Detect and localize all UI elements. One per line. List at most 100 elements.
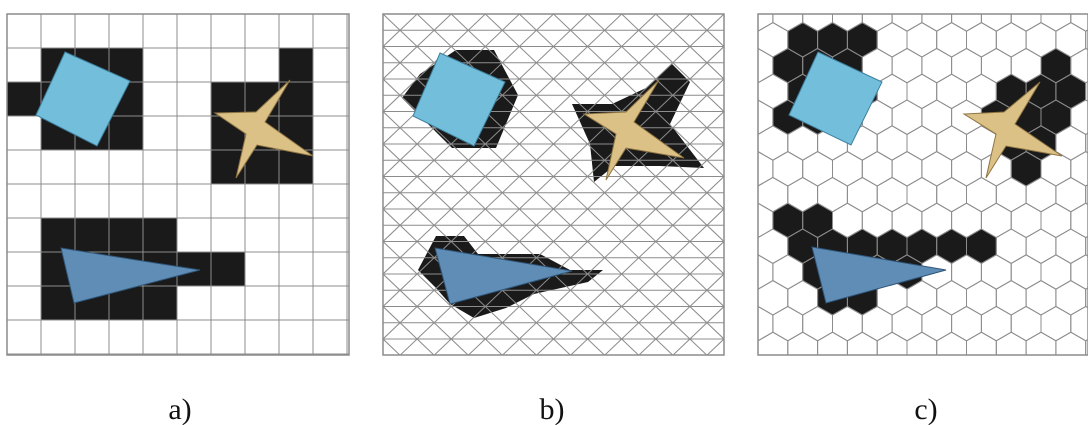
hex-cell bbox=[1011, 358, 1041, 392]
panel-a-shapes bbox=[35, 51, 314, 304]
hex-cell bbox=[758, 82, 759, 101]
panel-c-hexagonal-grid bbox=[713, 0, 1088, 392]
grid-line bbox=[383, 14, 452, 80]
grid-line bbox=[621, 14, 724, 113]
hex-cell bbox=[952, 358, 982, 392]
hex-cell bbox=[758, 133, 759, 153]
hex-cell bbox=[758, 340, 759, 355]
grid-line bbox=[383, 14, 724, 340]
occupied-hex-cell bbox=[1011, 151, 1041, 186]
grid-line bbox=[587, 14, 724, 145]
grid-line bbox=[383, 143, 605, 355]
hex-cell bbox=[803, 358, 833, 392]
hex-cell bbox=[1026, 0, 1056, 5]
hex-cell bbox=[743, 358, 773, 392]
hex-cell bbox=[758, 237, 759, 256]
grid-line bbox=[468, 110, 724, 355]
grid-line bbox=[383, 45, 708, 355]
occupied-hex-cell bbox=[847, 22, 878, 58]
grid-line bbox=[519, 14, 724, 210]
hex-cell bbox=[1085, 184, 1088, 206]
hex-cell bbox=[1085, 132, 1088, 154]
panel-a-caption: a) bbox=[168, 393, 191, 425]
hex-cell bbox=[728, 0, 758, 5]
grid-line bbox=[536, 175, 724, 355]
grid-line bbox=[383, 175, 571, 355]
panel-a-border bbox=[6, 13, 350, 356]
grid-line bbox=[383, 14, 554, 178]
hex-cell bbox=[758, 185, 759, 204]
hex-cell bbox=[981, 358, 1011, 392]
hex-cell bbox=[937, 0, 967, 5]
hex-cell bbox=[1085, 80, 1088, 102]
grid-line bbox=[383, 14, 588, 210]
grid-line bbox=[604, 240, 724, 355]
grid-line bbox=[383, 14, 691, 308]
hex-cell bbox=[788, 0, 818, 5]
grid-line bbox=[484, 14, 724, 243]
grid-line bbox=[434, 78, 724, 355]
panel-c-gridlines bbox=[713, 0, 1088, 392]
panel-a-triangle-shape bbox=[60, 247, 201, 304]
occupied-hex-cell bbox=[1055, 74, 1086, 109]
occupied-hex-cell bbox=[936, 229, 967, 264]
hex-cell bbox=[1085, 235, 1088, 257]
hex-cell bbox=[1085, 29, 1088, 51]
hex-cell bbox=[758, 0, 788, 5]
hex-cell bbox=[758, 30, 759, 49]
occupied-hex-cell bbox=[907, 229, 937, 264]
grid-line bbox=[383, 240, 503, 355]
occupied-hex-cell bbox=[966, 229, 997, 264]
panel-b-square-shape bbox=[412, 52, 506, 147]
grid-line bbox=[383, 14, 657, 275]
hex-cell bbox=[773, 358, 803, 392]
grid-line bbox=[383, 14, 486, 113]
hex-cell bbox=[862, 358, 892, 392]
panel-c-square-shape bbox=[788, 51, 883, 146]
grid-line bbox=[383, 208, 537, 355]
grid-line bbox=[502, 143, 724, 355]
grid-line bbox=[638, 273, 724, 355]
panel-a-square-shape bbox=[35, 51, 131, 147]
grid-line bbox=[383, 14, 623, 243]
occupied-hex-cell bbox=[802, 203, 833, 238]
panel-b-border bbox=[382, 13, 725, 356]
panel-c-caption: c) bbox=[914, 393, 937, 425]
occupied-hex-cell bbox=[1041, 100, 1071, 135]
hex-cell bbox=[892, 358, 922, 392]
occupied-hex-cell bbox=[787, 22, 818, 58]
hex-cell bbox=[1041, 358, 1071, 392]
panel-b-triangle-shape bbox=[434, 247, 573, 305]
occupied-hex-cell bbox=[787, 229, 818, 264]
grid-line bbox=[383, 273, 469, 355]
grid-line bbox=[383, 110, 639, 355]
grid-line bbox=[383, 78, 673, 355]
grid-line bbox=[655, 14, 724, 80]
hex-cell bbox=[818, 0, 848, 5]
hex-cell bbox=[996, 0, 1026, 5]
hex-cell bbox=[758, 288, 759, 307]
grid-line bbox=[570, 208, 724, 355]
hex-cell bbox=[907, 0, 937, 5]
panel-b-star-shape bbox=[582, 79, 685, 181]
hex-cell bbox=[967, 0, 997, 5]
grid-line bbox=[450, 14, 724, 275]
occupied-hex-cell bbox=[1026, 74, 1056, 109]
panel-c-triangle-shape bbox=[811, 246, 947, 304]
hex-cell bbox=[1085, 338, 1088, 355]
panel-b-shapes bbox=[412, 52, 685, 305]
panel-b-caption: b) bbox=[540, 393, 565, 425]
panel-c-border bbox=[757, 13, 1088, 356]
hex-cell bbox=[877, 0, 907, 5]
grid-line bbox=[553, 14, 724, 178]
panel-b-gridlines bbox=[383, 14, 724, 355]
hex-cell bbox=[847, 0, 877, 5]
hex-cell bbox=[1071, 358, 1088, 392]
hex-cell bbox=[1085, 287, 1088, 309]
panel-a-square-grid bbox=[6, 13, 350, 356]
panel-a-star-shape bbox=[213, 79, 314, 179]
hex-cell bbox=[713, 358, 743, 392]
hex-cell bbox=[1056, 0, 1086, 5]
occupied-hex-cell bbox=[817, 22, 848, 58]
